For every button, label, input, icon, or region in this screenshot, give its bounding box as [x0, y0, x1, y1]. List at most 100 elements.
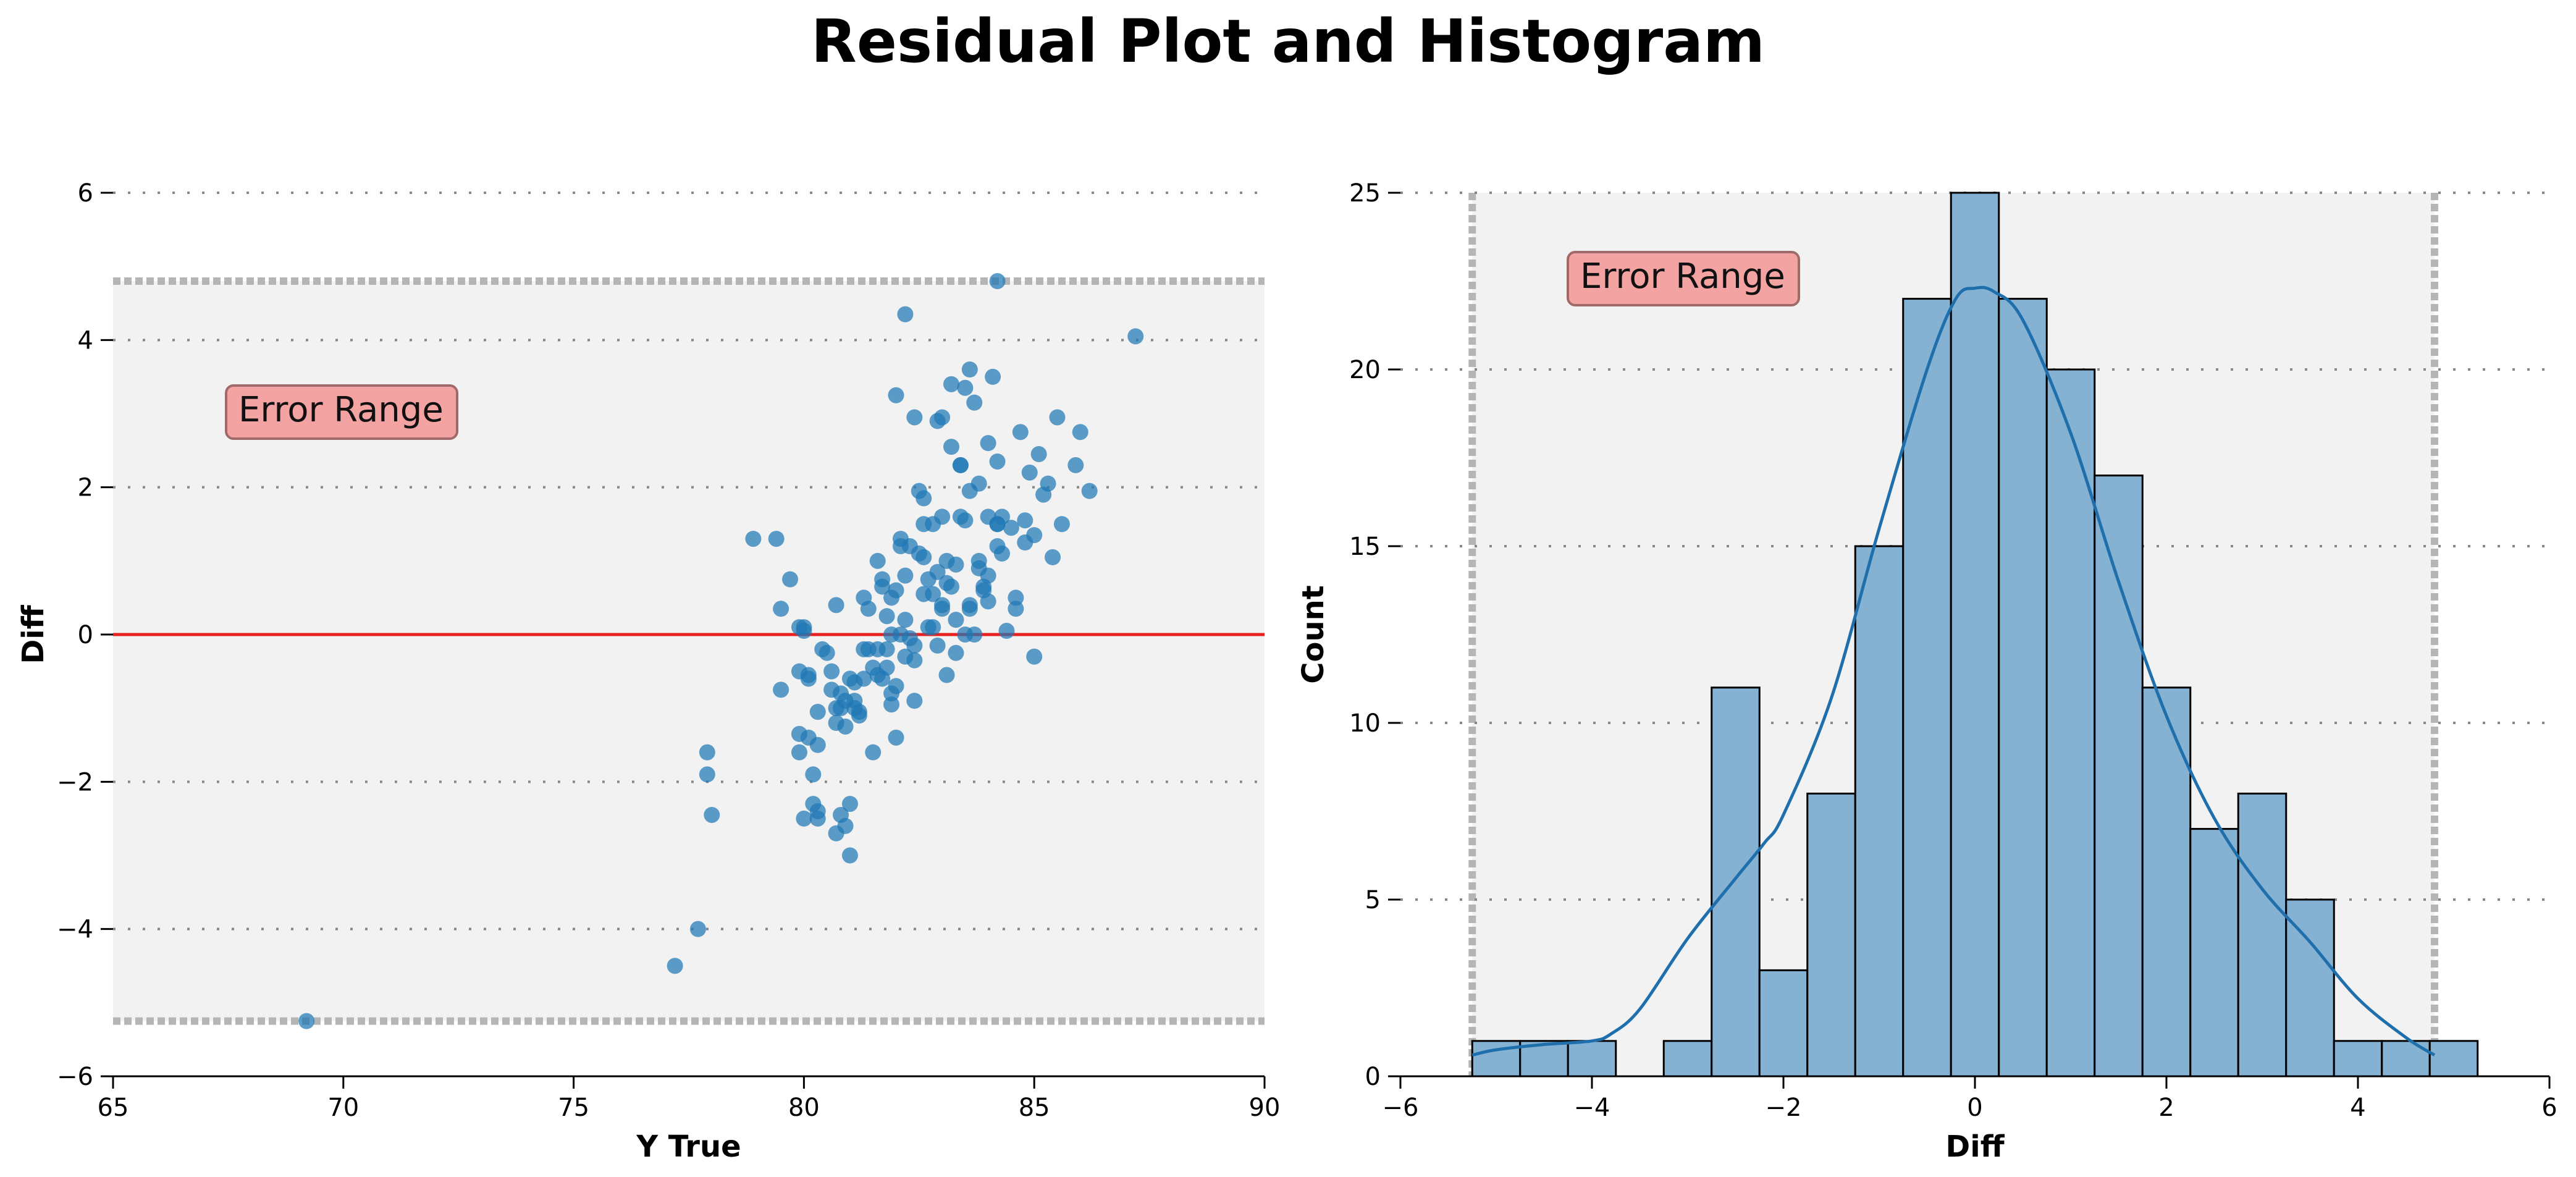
scatter-point [915, 490, 932, 507]
x-tick-label: 65 [98, 1094, 129, 1122]
scatter-point [800, 729, 817, 746]
scatter-point [860, 601, 877, 617]
y-tick-label: 4 [78, 326, 93, 355]
scatter-point [1003, 520, 1019, 536]
x-tick-label: −2 [1766, 1094, 1802, 1122]
scatter-point [897, 612, 914, 628]
scatter-point [869, 667, 886, 683]
scatter-point [1008, 601, 1024, 617]
scatter-point [878, 608, 895, 625]
scatter-point [948, 612, 964, 628]
scatter-point [773, 681, 789, 698]
scatter-point [980, 435, 996, 452]
scatter-point [1081, 483, 1098, 499]
scatter-point [883, 696, 900, 713]
scatter-point [878, 641, 895, 657]
scatter-point [856, 670, 872, 687]
scatter-point [970, 475, 987, 492]
scatter-point [841, 847, 858, 864]
histogram-bar [2141, 686, 2192, 1078]
scatter-point [814, 641, 831, 657]
scatter-point [1008, 589, 1024, 606]
scatter-point [901, 630, 918, 646]
scatter-point [745, 531, 762, 547]
scatter-point [1026, 648, 1043, 665]
scatter-point [1072, 424, 1088, 441]
x-tick-label: 2 [2158, 1094, 2174, 1122]
scatter-point [897, 567, 914, 584]
error-range-annotation: Error Range [225, 384, 458, 440]
histogram-bar [2094, 475, 2144, 1078]
scatter-point [961, 601, 978, 617]
residual-scatter-plot: −6 −4 −2 0 2 4 6 65 70 75 80 85 90 Error Range Y Tru… [16, 179, 1280, 1164]
scatter-point [704, 806, 720, 823]
scatter-point [689, 921, 706, 937]
scatter-point [809, 704, 826, 720]
scatter-point [957, 379, 974, 396]
scatter-point [998, 623, 1015, 639]
scatter-point [1012, 424, 1029, 441]
x-tick-label: 85 [1019, 1094, 1050, 1122]
scatter-point [1017, 534, 1033, 551]
histogram-bar [1711, 686, 1761, 1078]
figure-title: Residual Plot and Histogram [811, 7, 1765, 76]
scatter-point [823, 681, 840, 698]
histogram-bar [1662, 1040, 1713, 1078]
scatter-point [860, 641, 877, 657]
scatter-point [1017, 512, 1033, 529]
y-tick-label: 20 [1349, 356, 1381, 384]
scatter-point [699, 766, 715, 783]
histogram-bar [2045, 368, 2096, 1078]
x-axis-label: Diff [1945, 1129, 2005, 1164]
histogram-bar [1950, 192, 2000, 1078]
scatter-point [906, 409, 923, 426]
y-tick-label: −4 [57, 916, 93, 944]
annotation-box [1567, 251, 1800, 306]
scatter-point [985, 368, 1001, 385]
scatter-point [897, 306, 914, 323]
scatter-point [800, 670, 817, 687]
scatter-point [888, 387, 904, 403]
scatter-point [699, 744, 715, 761]
axes: 0 5 10 15 20 25 −6 −4 −2 0 2 4 6 [1349, 179, 2557, 1122]
histogram-bars [1471, 192, 2479, 1078]
histogram-bar [1902, 298, 1952, 1078]
annotation-label: Error Range [238, 390, 444, 430]
histogram-bar [1758, 969, 1809, 1078]
scatter-point [915, 516, 932, 533]
histogram-bar [2285, 898, 2335, 1078]
scatter-point [961, 361, 978, 378]
scatter-point [1053, 516, 1070, 533]
histogram-bar [2428, 1040, 2479, 1078]
x-tick-label: −6 [1383, 1094, 1419, 1122]
histogram-bar [2333, 1040, 2383, 1078]
scatter-point [934, 409, 951, 426]
scatter-point [929, 637, 946, 654]
scatter-point [823, 663, 840, 680]
scatter-point [1045, 549, 1061, 565]
scatter-point [841, 670, 858, 687]
x-tick-label: 80 [788, 1094, 820, 1122]
y-axis-label: Count [1296, 585, 1331, 684]
scatter-point [980, 593, 996, 610]
scatter-point [667, 958, 683, 974]
y-tick-label: 0 [78, 621, 93, 649]
scatter-point [809, 803, 826, 819]
scatter-point [846, 700, 863, 717]
y-tick-label: 10 [1349, 709, 1381, 738]
y-tick-label: 25 [1349, 179, 1381, 208]
scatter-point [943, 578, 959, 595]
scatter-point [888, 678, 904, 694]
scatter-point [948, 556, 964, 573]
scatter-point [943, 376, 959, 392]
histogram-bar [2189, 828, 2239, 1078]
scatter-point [1049, 409, 1066, 426]
scatter-point [989, 453, 1006, 470]
scatter-point [1030, 446, 1047, 463]
residual-histogram: 0 5 10 15 20 25 −6 −4 −2 0 2 4 6 Error Range Diff Co… [1296, 179, 2557, 1164]
annotation-box [225, 384, 458, 440]
scatter-point [911, 545, 927, 562]
scatter-point [833, 806, 849, 823]
scatter-point [966, 394, 983, 411]
